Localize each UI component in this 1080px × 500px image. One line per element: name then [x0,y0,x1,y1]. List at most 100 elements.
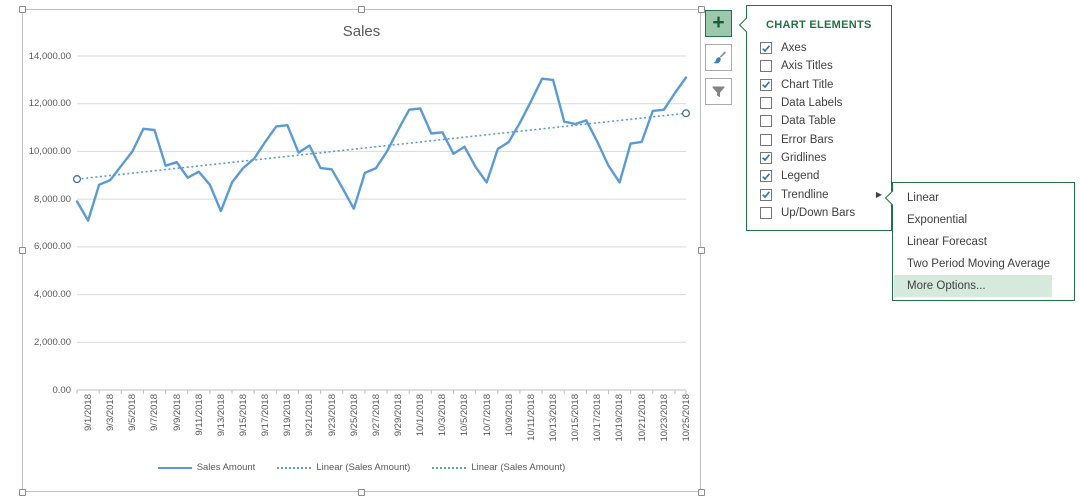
x-axis-label: 10/7/2018 [481,394,493,437]
chart-elements-menu: CHART ELEMENTS Axes Axis Titles Chart Titl… [738,5,892,231]
selection-handle-top-mid[interactable] [358,5,365,13]
menu-item-label: Axes [781,42,807,55]
x-axis-label: 9/15/2018 [238,394,250,437]
y-axis-label: 0.00 [52,384,72,396]
checkbox-checked-icon[interactable] [760,188,772,201]
menu-item-legend[interactable]: Legend [747,167,891,185]
x-axis-label: 10/23/2018 [658,394,670,442]
y-axis-label: 2,000.00 [34,336,71,348]
submenu-item-two-period-moving-average[interactable]: Two Period Moving Average [907,258,1050,270]
x-axis-label: 10/3/2018 [437,394,449,437]
menu-notch [738,17,754,33]
checkbox-unchecked-icon[interactable] [760,60,772,73]
trendline[interactable] [76,112,687,180]
selection-handle-top-left[interactable] [18,5,26,13]
menu-item-trendline[interactable]: Trendline ▶ [747,185,891,203]
menu-item-data-table[interactable]: Data Table [747,112,891,130]
y-axis-label: 8,000.00 [34,193,71,205]
y-axis-label: 4,000.00 [34,289,71,301]
x-axis-label: 9/25/2018 [348,394,360,437]
x-axis-label: 9/3/2018 [105,394,117,431]
checkbox-unchecked-icon[interactable] [760,206,772,219]
menu-item-label: Data Table [781,115,836,128]
x-axis-label: 9/13/2018 [215,394,227,437]
legend-solid-line-swatch [157,466,192,469]
menu-item-gridlines[interactable]: Gridlines [747,149,891,167]
selection-handle-right-mid[interactable] [697,247,705,254]
menu-item-label: Chart Title [781,78,834,91]
x-axis-label: 9/9/2018 [171,394,183,431]
chart-plot-svg [72,55,691,394]
trendline-selection-handle[interactable] [681,109,691,118]
y-axis-label: 14,000.00 [28,50,71,62]
y-axis-label: 12,000.00 [28,98,71,110]
chart-legend[interactable]: Sales Amount Linear (Sales Amount) Linear … [23,462,700,473]
legend-label: Linear (Sales Amount) [316,462,411,473]
menu-item-label: Gridlines [781,151,827,164]
checkbox-checked-icon[interactable] [760,170,772,183]
chart-canvas[interactable]: Sales 0.00 2,000.00 4,000.00 6,000.00 8,000.… [22,9,701,492]
checkbox-checked-icon[interactable] [760,78,772,91]
chart-elements-button[interactable]: + [705,10,732,37]
x-axis-label: 9/7/2018 [149,394,161,431]
legend-entry[interactable]: Linear (Sales Amount) [432,462,565,473]
y-axis-label: 10,000.00 [28,145,71,157]
x-axis-label: 9/1/2018 [83,394,94,431]
legend-dotted-line-swatch [432,466,467,469]
x-axis-label: 10/19/2018 [614,394,626,442]
menu-item-label: Error Bars [781,133,834,146]
trendline-submenu: Linear Exponential Linear Forecast Two Peri… [884,182,1075,301]
x-axis-label: 9/27/2018 [370,394,382,437]
submenu-item-more-options-[interactable]: More Options... [894,275,1052,297]
x-axis-label: 10/25/2018 [680,394,692,442]
paintbrush-icon [713,51,726,64]
submenu-item-linear[interactable]: Linear [907,192,939,204]
x-axis-label: 10/15/2018 [570,394,582,442]
menu-item-label: Up/Down Bars [781,206,856,219]
checkbox-checked-icon[interactable] [760,42,772,55]
legend-entry[interactable]: Sales Amount [157,462,256,473]
submenu-item-exponential[interactable]: Exponential [907,214,968,226]
chart-filters-button[interactable] [705,78,732,105]
selection-handle-top-right[interactable] [697,5,705,13]
x-axis-label: 9/17/2018 [260,394,272,437]
submenu-arrow-icon[interactable]: ▶ [875,190,882,200]
checkbox-unchecked-icon[interactable] [760,97,772,110]
selection-handle-bottom-mid[interactable] [358,488,365,496]
menu-item-axis-titles[interactable]: Axis Titles [747,57,891,75]
selection-handle-bottom-left[interactable] [18,488,26,496]
x-axis-label: 9/23/2018 [326,394,338,437]
submenu-item-linear-forecast[interactable]: Linear Forecast [907,236,987,248]
trendline-selection-handle[interactable] [72,175,82,184]
menu-item-data-labels[interactable]: Data Labels [747,94,891,112]
plus-icon: + [712,11,725,34]
menu-item-up-down-bars[interactable]: Up/Down Bars [747,204,891,222]
x-axis-label: 9/21/2018 [304,394,316,437]
legend-entry[interactable]: Linear (Sales Amount) [277,462,410,473]
x-axis-label: 10/21/2018 [636,394,648,442]
x-axis-label: 9/29/2018 [393,394,405,437]
menu-item-label: Axis Titles [781,60,833,73]
legend-dotted-line-swatch [277,466,312,469]
menu-item-label: Legend [781,170,820,183]
chart-styles-button[interactable] [705,44,732,71]
menu-item-axes[interactable]: Axes [747,39,891,57]
x-axis-label: 10/9/2018 [503,394,515,437]
legend-label: Sales Amount [196,462,256,473]
selection-handle-left-mid[interactable] [18,247,26,254]
x-axis-label: 10/5/2018 [459,394,471,437]
series-line-sales-amount[interactable] [75,76,688,222]
menu-item-chart-title[interactable]: Chart Title [747,76,891,94]
x-axis-label: 10/17/2018 [592,394,604,442]
checkbox-checked-icon[interactable] [760,151,772,164]
legend-label: Linear (Sales Amount) [471,462,566,473]
selection-handle-bottom-right[interactable] [697,488,705,496]
checkbox-unchecked-icon[interactable] [760,115,772,128]
x-axis-label: 9/5/2018 [127,394,139,431]
chart-title[interactable]: Sales [342,23,381,40]
checkbox-unchecked-icon[interactable] [760,133,772,146]
menu-item-error-bars[interactable]: Error Bars [747,130,891,148]
chart-elements-menu-title: CHART ELEMENTS [766,19,872,31]
x-axis-label: 9/11/2018 [193,394,205,436]
x-axis-label: 10/13/2018 [548,394,560,442]
